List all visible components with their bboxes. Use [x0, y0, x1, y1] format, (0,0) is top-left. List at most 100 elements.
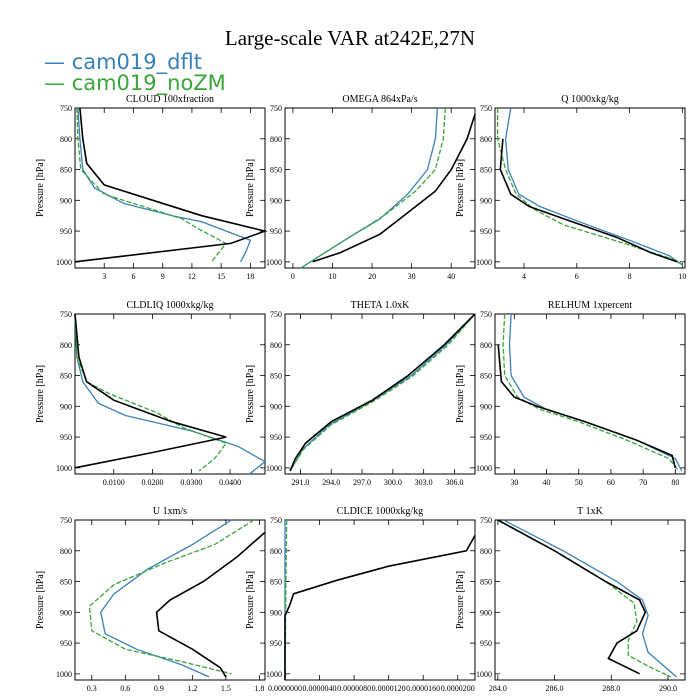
y-axis-label: Pressure [hPa] [35, 571, 46, 629]
y-tick-label: 950 [480, 433, 492, 442]
y-tick-label: 750 [480, 516, 492, 525]
y-tick-label: 800 [480, 547, 492, 556]
y-tick-label: 850 [60, 372, 72, 381]
y-tick-label: 850 [480, 372, 492, 381]
y-tick-label: 1000 [476, 258, 492, 267]
y-tick-label: 900 [270, 608, 282, 617]
x-tick-label: 60 [607, 478, 615, 487]
y-axis-label: Pressure [hPa] [245, 159, 256, 217]
panel-2: Q 1000xkg/kg Pressure [hPa] 750 800 850 900 95… [455, 94, 686, 281]
y-tick-label: 1000 [56, 670, 72, 679]
y-axis-label: Pressure [hPa] [245, 365, 256, 423]
x-tick-label: 0.0300 [180, 478, 202, 487]
plot-frame [74, 313, 266, 475]
series-line-dflt [77, 107, 252, 263]
y-tick-label: 1000 [476, 464, 492, 473]
y-tick-label: 750 [270, 104, 282, 113]
x-tick-label: 10 [329, 272, 337, 281]
x-tick-label: 300.0 [384, 478, 402, 487]
x-tick-label: 291.0 [291, 478, 309, 487]
series-line-obs [312, 113, 476, 263]
y-tick-label: 1000 [266, 670, 282, 679]
panel-title: THETA 1.0xK [351, 300, 410, 311]
y-tick-label: 950 [60, 639, 72, 648]
y-tick-label: 800 [60, 547, 72, 556]
x-tick-label: 306.0 [445, 478, 463, 487]
panel-5: RELHUM 1xpercent Pressure [hPa] 750 800 850 9… [455, 300, 686, 487]
x-tick-label: 0.0100 [103, 478, 125, 487]
y-tick-label: 750 [60, 516, 72, 525]
legend-label-dflt: cam019_dflt [71, 50, 202, 74]
x-tick-label: 40 [543, 478, 551, 487]
x-tick-label: 10 [678, 272, 686, 281]
y-tick-label: 750 [480, 104, 492, 113]
y-axis-label: Pressure [hPa] [35, 365, 46, 423]
panel-title: Q 1000xkg/kg [561, 94, 619, 105]
plot-frame [494, 519, 686, 681]
x-tick-label: 9 [161, 272, 165, 281]
series-line-obs [499, 138, 678, 263]
y-tick-label: 900 [480, 608, 492, 617]
plot-frame [74, 107, 266, 269]
y-tick-label: 900 [270, 402, 282, 411]
y-axis-label: Pressure [hPa] [35, 159, 46, 217]
x-tick-label: 30 [408, 272, 416, 281]
panel-title: RELHUM 1xpercent [548, 300, 632, 311]
chart-title: Large-scale VAR at242E,27N [224, 26, 476, 50]
plot-frame [284, 107, 476, 269]
x-tick-label: 15 [217, 272, 225, 281]
y-tick-label: 950 [270, 227, 282, 236]
x-tick-label: 6 [131, 272, 135, 281]
y-tick-label: 750 [480, 310, 492, 319]
panel-title: CLDLIQ 1000xkg/kg [127, 300, 214, 311]
x-tick-label: 290.0 [659, 684, 677, 693]
y-tick-label: 750 [60, 310, 72, 319]
series-line-obs [74, 313, 227, 469]
legend-item-noZM: — cam019_noZM [44, 71, 226, 95]
x-tick-label: 288.0 [602, 684, 620, 693]
y-tick-label: 800 [270, 547, 282, 556]
y-tick-label: 950 [480, 227, 492, 236]
x-tick-label: 303.0 [415, 478, 433, 487]
y-tick-label: 1000 [266, 464, 282, 473]
y-tick-label: 750 [270, 310, 282, 319]
y-tick-label: 950 [60, 433, 72, 442]
panel-7: CLDICE 1000xkg/kg Pressure [hPa] 750 800 850… [245, 506, 476, 693]
series-line-noZM [289, 313, 476, 472]
panel-title: CLDICE 1000xkg/kg [337, 506, 423, 517]
series-line-noZM [88, 519, 255, 675]
x-tick-label: 8 [628, 272, 632, 281]
y-tick-label: 900 [270, 196, 282, 205]
plot-frame [494, 313, 686, 475]
y-tick-label: 1000 [266, 258, 282, 267]
series-line-dflt [508, 313, 683, 472]
x-tick-label: 0.0000160 [406, 684, 440, 693]
panel-title: U 1xm/s [153, 506, 187, 517]
x-tick-label: 30 [510, 478, 518, 487]
panel-title: OMEGA 864xPa/s [342, 94, 417, 105]
x-tick-label: 1.2 [187, 684, 197, 693]
x-tick-label: 0.0000120 [372, 684, 406, 693]
panel-8: T 1xK Pressure [hPa] 750 800 850 900 950 1000 28… [455, 506, 686, 693]
x-tick-label: 1.8 [254, 684, 264, 693]
x-tick-label: 284.0 [489, 684, 507, 693]
x-tick-label: 80 [671, 478, 679, 487]
series-line-obs [497, 344, 677, 469]
x-tick-label: 0.0000080 [337, 684, 371, 693]
x-tick-label: 0.0200 [142, 478, 164, 487]
y-axis-label: Pressure [hPa] [455, 571, 466, 629]
series-line-noZM [74, 313, 228, 472]
y-tick-label: 950 [60, 227, 72, 236]
x-tick-label: 297.0 [353, 478, 371, 487]
panel-1: OMEGA 864xPa/s Pressure [hPa] 750 800 850 900… [245, 94, 476, 281]
x-tick-label: 6 [575, 272, 579, 281]
plot-frame [494, 107, 686, 269]
y-tick-label: 900 [60, 608, 72, 617]
y-tick-label: 850 [60, 166, 72, 175]
y-tick-label: 900 [480, 196, 492, 205]
series-line-obs [289, 313, 476, 472]
y-tick-label: 800 [480, 135, 492, 144]
y-tick-label: 950 [270, 639, 282, 648]
x-tick-label: 0.3 [87, 684, 97, 693]
